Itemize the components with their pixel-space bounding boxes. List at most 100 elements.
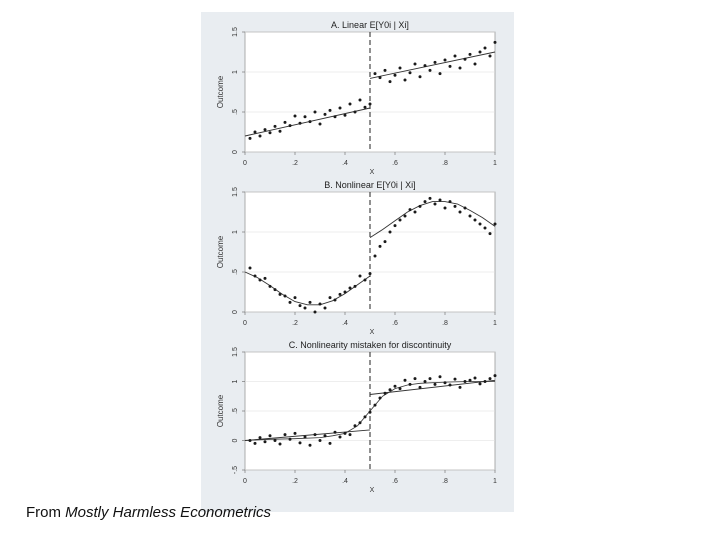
data-point (288, 437, 292, 441)
data-point (483, 226, 487, 230)
y-tick-label: 0 (232, 310, 239, 314)
data-point (338, 292, 342, 296)
data-point (388, 80, 392, 84)
data-point (403, 214, 407, 218)
data-point (273, 124, 277, 128)
data-point (363, 105, 367, 109)
data-point (463, 206, 467, 210)
data-point (388, 230, 392, 234)
data-point (468, 52, 472, 56)
data-point (488, 232, 492, 236)
fit-line-right (369, 51, 496, 79)
data-point (463, 57, 467, 61)
data-point (443, 58, 447, 62)
data-point (493, 40, 497, 44)
data-point (448, 200, 452, 204)
x-tick-label: 0 (243, 320, 247, 327)
data-point (283, 433, 287, 437)
data-point (298, 121, 302, 125)
data-point (448, 64, 452, 68)
data-point (423, 380, 427, 383)
chart-title: B. Nonlinear E[Y0i | Xi] (324, 180, 415, 190)
data-point (288, 300, 292, 304)
data-point (393, 224, 397, 228)
x-tick-label: 0 (243, 160, 247, 167)
data-point (313, 110, 317, 114)
data-point (258, 278, 262, 282)
data-point (248, 439, 252, 442)
chart-panel-3: C. Nonlinearity mistaken for discontinui… (216, 340, 497, 494)
data-point (308, 300, 312, 304)
y-tick-label: 0 (232, 438, 239, 442)
data-point (483, 46, 487, 50)
data-point (293, 114, 297, 118)
y-axis-label: Outcome (216, 75, 225, 108)
data-point (428, 68, 432, 72)
data-point (418, 75, 422, 79)
data-point (378, 76, 382, 80)
data-point (313, 310, 317, 314)
x-axis-label: X (370, 329, 375, 336)
data-point (408, 208, 412, 212)
data-point (378, 244, 382, 248)
y-axis-label: Outcome (216, 235, 225, 268)
data-point (378, 396, 382, 400)
data-point (323, 112, 327, 116)
fit-line-left (244, 429, 371, 441)
data-point (283, 294, 287, 298)
data-point (453, 204, 457, 208)
data-point (333, 430, 337, 434)
data-point (398, 66, 402, 70)
data-point (418, 204, 422, 208)
data-point (468, 214, 472, 218)
data-point (383, 240, 387, 244)
data-point (488, 54, 492, 58)
data-point (478, 50, 482, 54)
chart-panel-1: A. Linear E[Y0i | Xi] 0 .5 1 1.5 0 .2 .4 .6 .8 1 X O… (216, 20, 497, 176)
data-point (373, 403, 377, 407)
x-tick-label: 1 (493, 478, 497, 485)
data-point (293, 296, 297, 300)
data-point (363, 415, 367, 419)
data-point (458, 210, 462, 214)
data-point (253, 130, 257, 134)
x-tick-label: .8 (442, 160, 448, 167)
fit-line-right (369, 201, 496, 238)
data-point (348, 433, 352, 437)
data-point (343, 290, 347, 294)
caption-source: Mostly Harmless Econometrics (65, 504, 272, 521)
data-point (433, 202, 437, 206)
x-tick-label: .2 (292, 320, 298, 327)
y-tick-label: 1.5 (232, 27, 239, 37)
data-point (288, 124, 292, 128)
data-point (478, 222, 482, 226)
data-point (413, 210, 417, 214)
data-point (403, 378, 407, 382)
data-point (338, 106, 342, 110)
data-point (283, 120, 287, 124)
data-point (368, 410, 372, 414)
data-point (438, 375, 442, 379)
data-point (388, 388, 392, 392)
data-point (248, 266, 252, 270)
data-point (403, 78, 407, 82)
data-point (373, 72, 377, 76)
data-point (258, 436, 262, 440)
data-point (383, 391, 387, 395)
data-point (423, 64, 427, 68)
x-tick-label: .2 (292, 478, 298, 485)
data-point (328, 441, 332, 445)
data-point (453, 54, 457, 58)
data-point (408, 71, 412, 75)
chart-panel-2: B. Nonlinear E[Y0i | Xi] 0 .5 1 1.5 0 .2 .4 .6 .8… (216, 180, 497, 336)
data-point (383, 68, 387, 72)
data-point (268, 434, 272, 438)
data-point (413, 377, 417, 381)
data-point (413, 62, 417, 66)
data-point (333, 298, 337, 302)
x-axis-label: X (370, 487, 375, 494)
fit-line-left (244, 107, 371, 137)
data-point (423, 200, 427, 204)
x-tick-label: .6 (392, 320, 398, 327)
data-point (473, 376, 477, 380)
